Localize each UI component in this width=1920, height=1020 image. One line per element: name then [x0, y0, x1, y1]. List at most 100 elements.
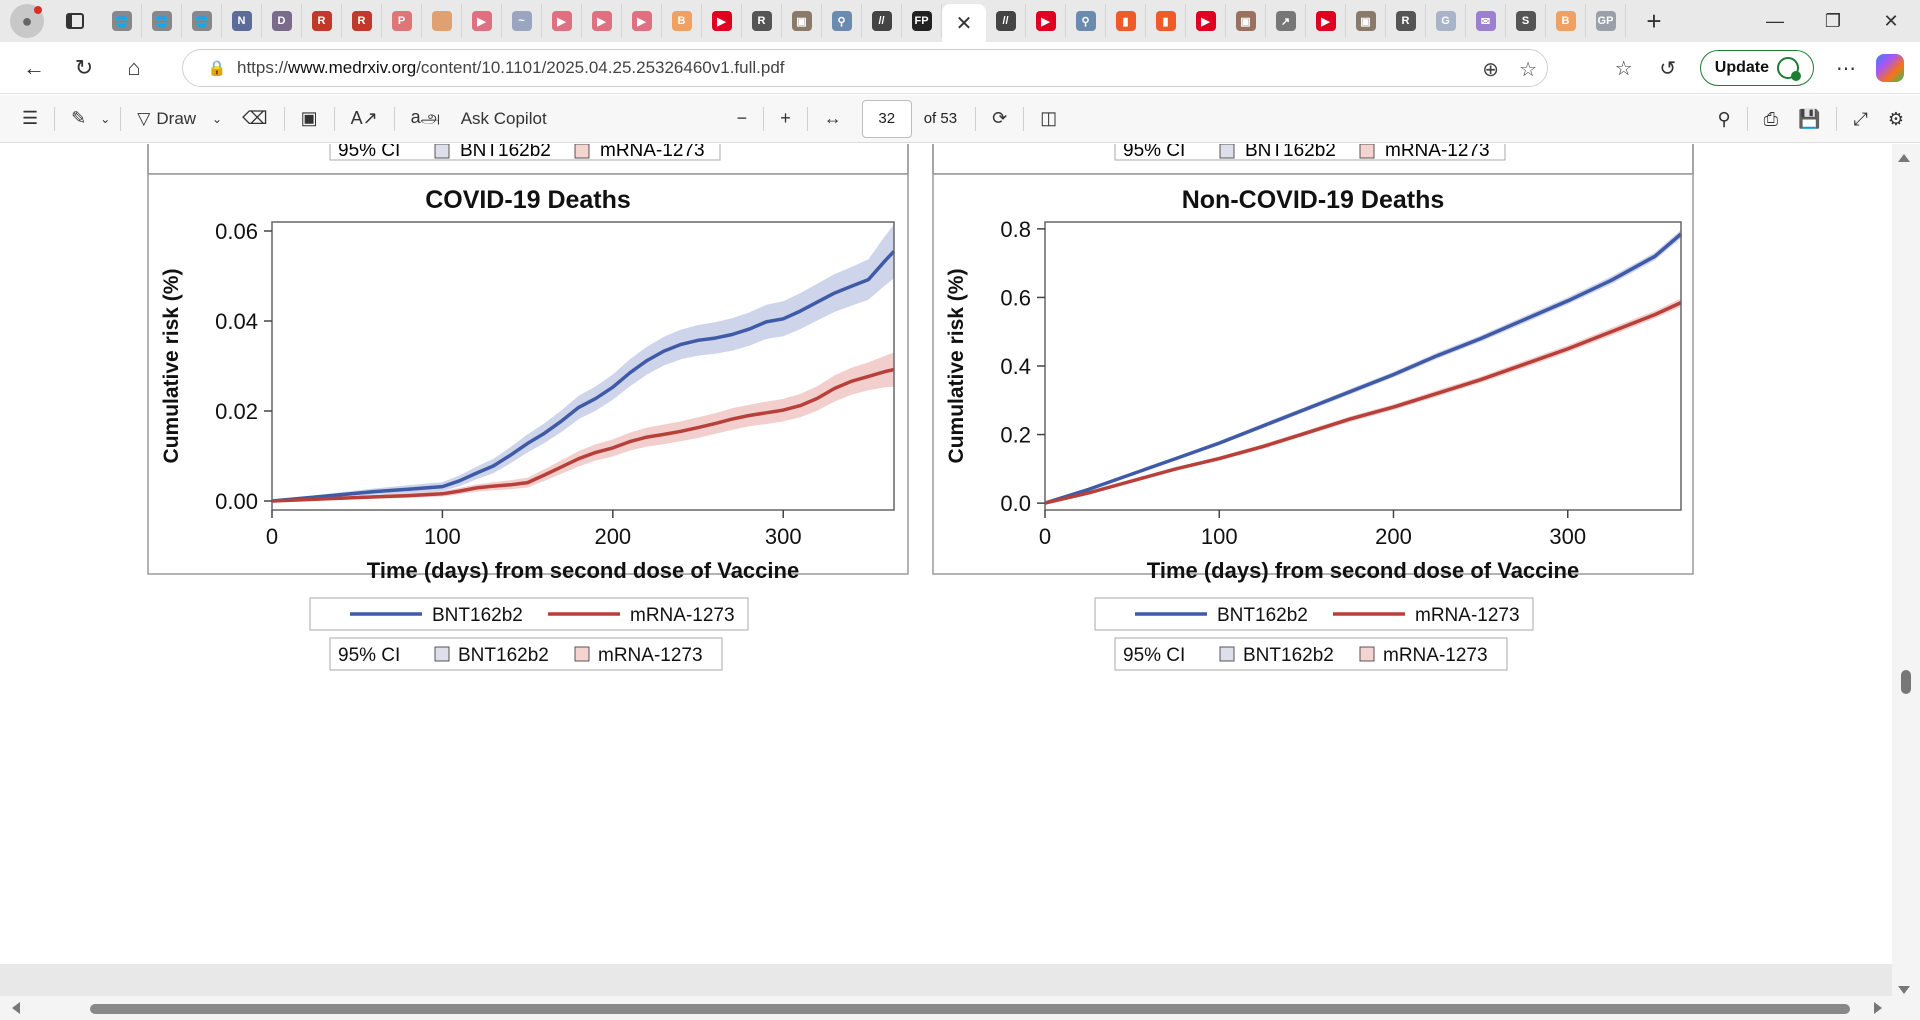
ask-copilot-button[interactable]: Ask Copilot [451, 101, 557, 137]
profile-avatar[interactable]: ● [10, 4, 44, 38]
refresh-button[interactable]: ↻ [62, 48, 106, 88]
browser-tab[interactable]: ▶ [582, 4, 622, 38]
series-line-mrna [271, 367, 895, 503]
browser-tab[interactable]: ▣ [1346, 4, 1386, 38]
browser-tab[interactable]: R [302, 4, 342, 38]
browser-tab[interactable]: ▶ [462, 4, 502, 38]
horizontal-scrollbar[interactable] [0, 996, 1892, 1020]
browser-tab[interactable]: ▶ [1186, 4, 1226, 38]
browser-tab[interactable]: ⚲ [822, 4, 862, 38]
close-tab-icon[interactable]: ✕ [955, 12, 973, 35]
draw-button[interactable]: ▽ Draw ⌄ [127, 101, 232, 137]
page-number-input[interactable]: 32 [861, 99, 912, 138]
vertical-scrollbar[interactable] [1892, 144, 1920, 1020]
browser-tab[interactable]: FP [902, 4, 942, 38]
close-window-button[interactable]: ✕ [1862, 0, 1920, 42]
save-button[interactable]: 💾 [1788, 101, 1830, 137]
browser-tab[interactable]: 🌐 [142, 4, 182, 38]
scroll-right-arrow-icon[interactable] [1874, 1002, 1882, 1014]
update-button[interactable]: Update [1699, 50, 1814, 86]
zoom-icon[interactable]: ⊕ [1482, 58, 1500, 81]
browser-tab[interactable]: ▮ [1106, 4, 1146, 38]
expand-icon: ⤢ [1853, 108, 1868, 129]
browser-tab[interactable]: R [342, 4, 382, 38]
x-tick-label: 200 [594, 524, 631, 549]
read-aloud-button[interactable]: A↗ [341, 101, 388, 137]
browser-tab[interactable]: ▣ [1226, 4, 1266, 38]
scroll-down-arrow-icon[interactable] [1898, 986, 1910, 994]
youtube-icon: ▶ [1195, 11, 1216, 31]
browser-tab[interactable] [422, 4, 462, 38]
browser-tab[interactable]: ▶ [622, 4, 662, 38]
scroll-left-arrow-icon[interactable] [12, 1002, 20, 1014]
page-number: 32 [878, 110, 896, 127]
lock-icon[interactable]: 🔒 [207, 60, 227, 77]
zoom-in-button[interactable]: + [770, 101, 801, 137]
browser-tab[interactable]: ▣ [782, 4, 822, 38]
contents-button[interactable]: ☰ [12, 101, 48, 137]
home-button[interactable]: ⌂ [112, 48, 156, 88]
url-text[interactable]: https://www.medrxiv.org/content/10.1101/… [237, 58, 785, 78]
navigation-bar: ← ↻ ⌂ 🔒 https://www.medrxiv.org/content/… [0, 42, 1920, 94]
address-bar[interactable]: 🔒 https://www.medrxiv.org/content/10.110… [182, 49, 1548, 87]
browser-tab[interactable]: 🌐 [182, 4, 222, 38]
browser-tab[interactable]: ▶ [702, 4, 742, 38]
browser-tab[interactable]: P [382, 4, 422, 38]
url-host: www.medrxiv.org [288, 58, 417, 77]
fit-width-button[interactable]: ↔ [814, 101, 852, 137]
divider [333, 106, 335, 131]
rotate-button[interactable]: ⟳ [982, 101, 1017, 137]
translate-button[interactable]: aஅ [401, 101, 451, 137]
browser-tab[interactable]: ▶ [542, 4, 582, 38]
browser-tab[interactable]: ▶ [1306, 4, 1346, 38]
browser-tab[interactable]: N [222, 4, 262, 38]
browser-tab[interactable]: GP [1586, 4, 1626, 38]
restore-button[interactable]: ❐ [1804, 0, 1862, 42]
pdf-page[interactable]: 95% CI BNT162b2 mRNA-1273 95% CI BNT162b… [0, 144, 1892, 966]
browser-tab[interactable]: ~ [502, 4, 542, 38]
pulse-icon: ~ [511, 11, 532, 31]
y-tick-label: 0.04 [215, 309, 258, 334]
erase-button[interactable]: ⌫ [232, 101, 277, 137]
favorite-star-icon[interactable]: ☆ [1519, 58, 1537, 81]
more-menu-button[interactable]: ⋯ [1824, 48, 1868, 88]
highlighter-icon: ✎ [71, 108, 87, 128]
tab-actions-button[interactable] [58, 4, 92, 38]
page-view-button[interactable]: ◫ [1030, 101, 1067, 137]
zoom-out-button[interactable]: − [727, 101, 758, 137]
minimize-button[interactable]: — [1746, 0, 1804, 42]
browser-tab[interactable]: B [1546, 4, 1586, 38]
browser-tab[interactable]: S [1506, 4, 1546, 38]
search-button[interactable]: ⚲ [1707, 101, 1740, 137]
copilot-icon[interactable] [1876, 54, 1904, 82]
browser-tab[interactable]: ▶ [1026, 4, 1066, 38]
browser-tab[interactable]: 🌐 [102, 4, 142, 38]
browser-tab[interactable]: ✉ [1466, 4, 1506, 38]
browser-tab[interactable]: D [262, 4, 302, 38]
browser-tab[interactable]: // [862, 4, 902, 38]
browser-tab[interactable]: // [986, 4, 1026, 38]
history-button[interactable]: ↺ [1646, 48, 1690, 88]
print-button[interactable]: ⎙ [1754, 101, 1788, 137]
settings-button[interactable]: ⚙ [1878, 101, 1914, 137]
highlight-button[interactable]: ✎ [61, 101, 96, 137]
browser-tab[interactable]: ↗ [1266, 4, 1306, 38]
tab-active[interactable]: ✕ [942, 4, 986, 42]
browser-tab[interactable]: B [662, 4, 702, 38]
browser-tab[interactable]: G [1426, 4, 1466, 38]
browser-tab[interactable]: R [742, 4, 782, 38]
scroll-up-arrow-icon[interactable] [1898, 154, 1910, 162]
favorites-button[interactable]: ☆ [1602, 48, 1646, 88]
horizontal-scroll-thumb[interactable] [90, 1004, 1850, 1014]
add-text-button[interactable]: ▣ [291, 101, 328, 137]
ci-swatch-mrna [574, 646, 590, 662]
back-button[interactable]: ← [12, 48, 56, 88]
highlight-dropdown[interactable]: ⌄ [96, 101, 114, 137]
browser-tab[interactable]: ⚲ [1066, 4, 1106, 38]
fullscreen-button[interactable]: ⤢ [1843, 101, 1877, 137]
browser-tab[interactable]: R [1386, 4, 1426, 38]
browser-tab[interactable]: ▮ [1146, 4, 1186, 38]
eraser-icon: ⌫ [242, 108, 268, 128]
new-tab-button[interactable]: + [1634, 4, 1674, 38]
vertical-scroll-thumb[interactable] [1901, 670, 1911, 694]
